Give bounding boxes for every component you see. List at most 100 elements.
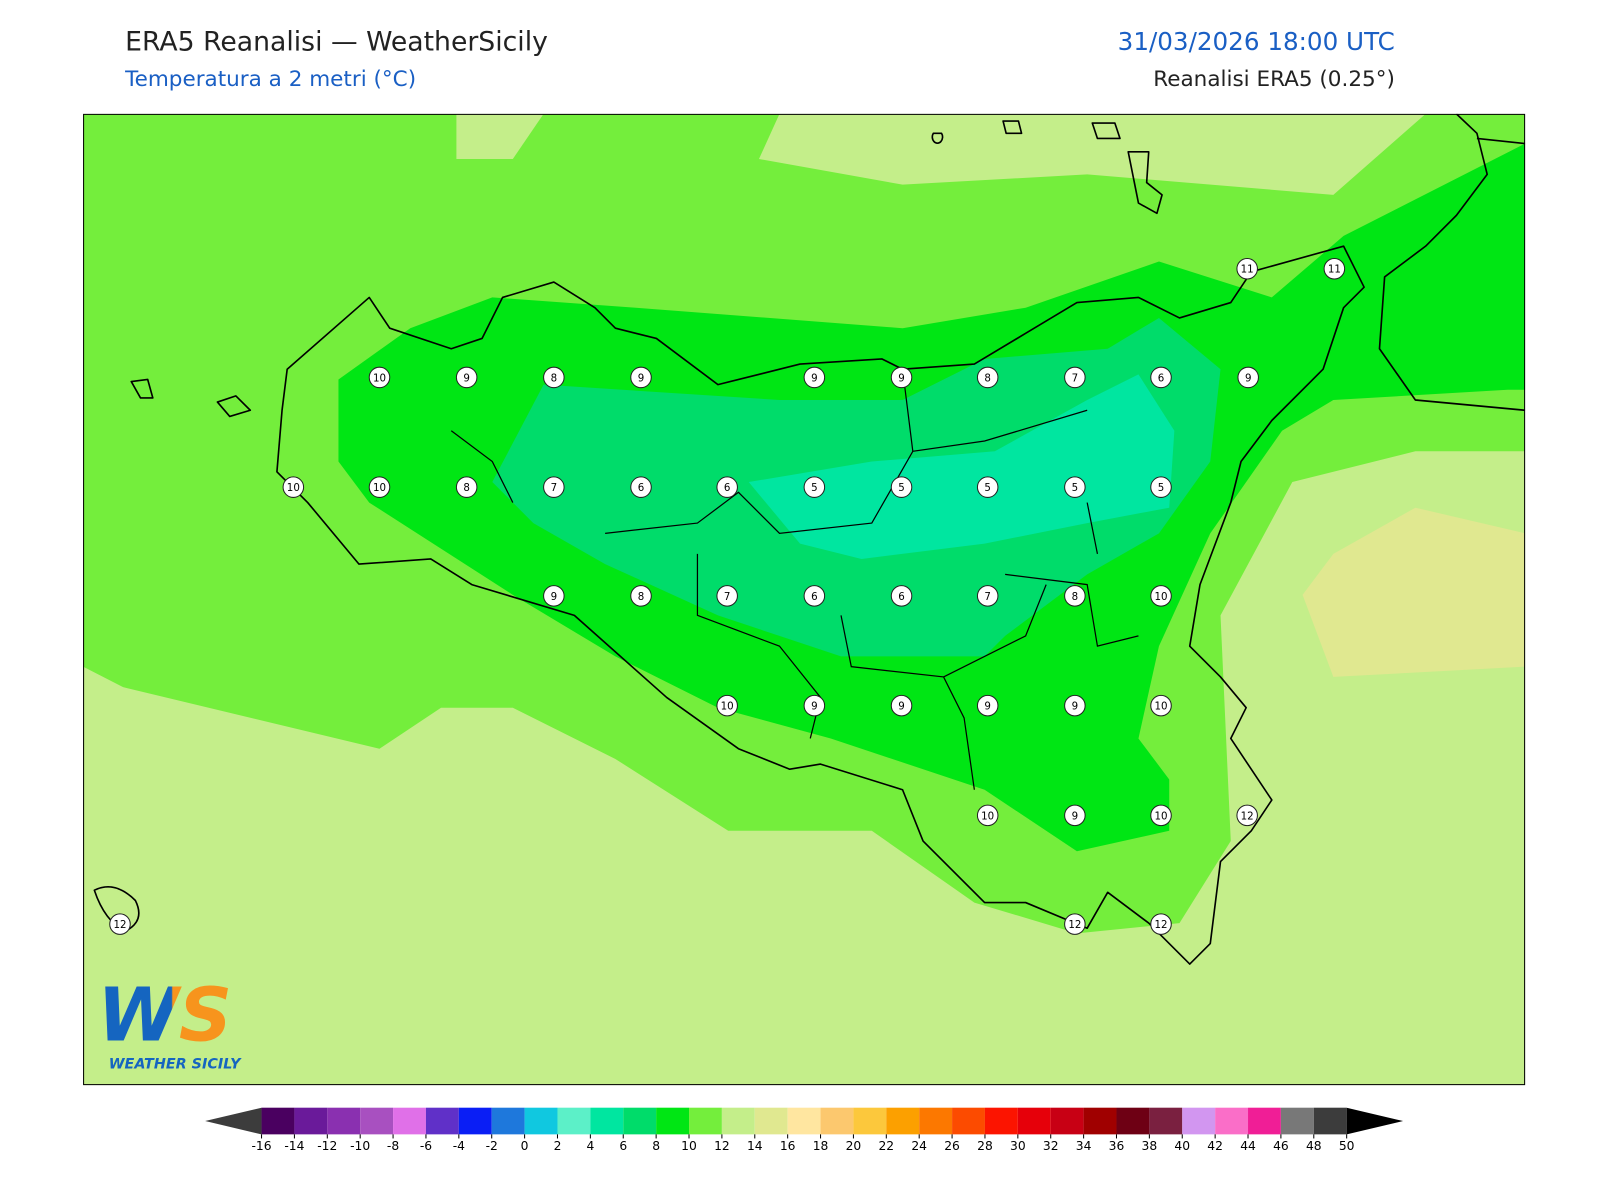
station-value: 6 — [898, 591, 905, 603]
colorbar-under — [205, 1107, 262, 1135]
colorbar-swatch — [458, 1107, 492, 1135]
station-value: 12 — [113, 919, 126, 931]
colorbar-tick-label: 8 — [652, 1139, 660, 1153]
colorbar: -16 -14 -12 -10 -8 -6 -4 -2 0 2 4 6 8 10 12 14 16 18 20 22 2… — [205, 1107, 1404, 1153]
station-value: 9 — [1072, 810, 1079, 822]
colorbar-swatch — [919, 1107, 953, 1135]
colorbar-swatch — [1248, 1107, 1281, 1135]
colorbar-swatch — [491, 1107, 525, 1135]
colorbar-swatch — [787, 1107, 821, 1135]
station-marker — [1236, 804, 1258, 827]
island-coastline — [93, 120, 1163, 933]
colorbar-swatch — [1149, 1107, 1183, 1135]
calabria-coastline — [1476, 137, 1526, 145]
colorbar-swatch — [1017, 1107, 1051, 1135]
colorbar-tick-label: 32 — [1043, 1139, 1059, 1153]
field-12-14 — [456, 113, 544, 159]
station-value: 10 — [721, 701, 734, 713]
sicily-coastline — [276, 245, 1365, 965]
station-marker — [716, 476, 738, 498]
colorbar-tick-label: 18 — [813, 1139, 829, 1153]
colorbar-tick-label: -6 — [420, 1139, 432, 1153]
station-marker — [1323, 257, 1346, 280]
province-border — [450, 369, 1139, 790]
station-value: 5 — [1158, 482, 1165, 494]
station-marker — [282, 476, 305, 498]
station-value: 8 — [551, 372, 558, 384]
station-marker — [976, 694, 999, 717]
stations: 11 11 10 9 8 9 9 9 8 7 6 9 10 10 8 7 6 6 5 5 5 5 5 9 8 7 6 6 7 8 10 10 9… — [109, 257, 1346, 935]
colorbar-tick-label: -16 — [251, 1139, 271, 1153]
colorbar-swatch — [294, 1107, 328, 1135]
station-marker — [543, 366, 565, 389]
colorbar-tick-label: 46 — [1273, 1139, 1289, 1153]
station-value: 8 — [1072, 591, 1079, 603]
station-value: 10 — [1155, 701, 1168, 713]
station-marker — [803, 585, 826, 607]
colorbar-swatch — [689, 1107, 722, 1135]
colorbar-tick-label: -4 — [453, 1139, 465, 1153]
colorbar-swatch — [623, 1107, 657, 1135]
colorbar-swatch — [820, 1107, 854, 1135]
station-value: 6 — [811, 591, 818, 603]
colorbar-tick-label: -8 — [387, 1139, 399, 1153]
colorbar-tick-label: 42 — [1207, 1139, 1223, 1153]
colorbar-tick-label: -12 — [317, 1139, 337, 1153]
station-marker — [630, 366, 652, 389]
station-value: 6 — [1158, 372, 1165, 384]
station-value: 9 — [811, 701, 818, 713]
colorbar-tick-label: -10 — [350, 1139, 370, 1153]
colorbar-swatch — [557, 1107, 591, 1135]
colorbar-tick-label: 6 — [619, 1139, 627, 1153]
station-value: 9 — [638, 372, 645, 384]
station-value: 9 — [984, 701, 991, 713]
station-value: 10 — [981, 810, 994, 822]
colorbar-swatch — [261, 1107, 295, 1135]
colorbar-tick-label: 26 — [944, 1139, 960, 1153]
colorbar-tick-label: 36 — [1109, 1139, 1125, 1153]
station-marker — [1237, 366, 1259, 389]
station-marker — [630, 476, 652, 498]
station-value: 9 — [463, 372, 470, 384]
colorbar-tick-label: 14 — [747, 1139, 763, 1153]
colorbar-tick-label: 20 — [846, 1139, 862, 1153]
logo-name: WEATHER SICILY — [109, 1057, 242, 1073]
colorbar-swatch — [590, 1107, 624, 1135]
field-12-14 — [758, 113, 1426, 195]
station-marker — [1064, 694, 1086, 717]
station-marker — [1064, 913, 1086, 935]
map — [83, 113, 1526, 1086]
colorbar-tick-label: -2 — [486, 1139, 498, 1153]
station-value: 10 — [1155, 810, 1168, 822]
station-value: 7 — [724, 591, 731, 603]
colorbar-tick-label: 28 — [977, 1139, 993, 1153]
colorbar-swatch — [754, 1107, 788, 1135]
field-4-6 — [748, 374, 1175, 559]
station-marker — [1064, 366, 1086, 389]
colorbar-swatch — [524, 1107, 558, 1135]
station-marker — [1150, 913, 1172, 935]
colorbar-tick-label: 44 — [1240, 1139, 1256, 1153]
colorbar-swatch — [1116, 1107, 1150, 1135]
logo-letters: WS — [97, 973, 232, 1059]
colorbar-tick-label: 34 — [1076, 1139, 1092, 1153]
colorbar-swatch — [721, 1107, 755, 1135]
colorbar-swatch — [1313, 1107, 1347, 1135]
station-value: 9 — [1072, 701, 1079, 713]
colorbar-swatch — [886, 1107, 920, 1135]
station-marker — [803, 476, 826, 498]
colorbar-swatch — [360, 1107, 394, 1135]
station-marker — [368, 476, 391, 498]
colorbar-tick-label: 12 — [714, 1139, 730, 1153]
colorbar-tick-label: 40 — [1174, 1139, 1190, 1153]
colorbar-tick-label: 22 — [878, 1139, 894, 1153]
station-value: 11 — [1241, 264, 1254, 276]
station-value: 8 — [984, 372, 991, 384]
station-marker — [1150, 366, 1172, 389]
station-value: 10 — [373, 482, 386, 494]
colorbar-swatch — [425, 1107, 459, 1135]
colorbar-tick-label: 16 — [780, 1139, 796, 1153]
colorbar-swatch — [952, 1107, 985, 1135]
colorbar-tick-label: 10 — [681, 1139, 697, 1153]
